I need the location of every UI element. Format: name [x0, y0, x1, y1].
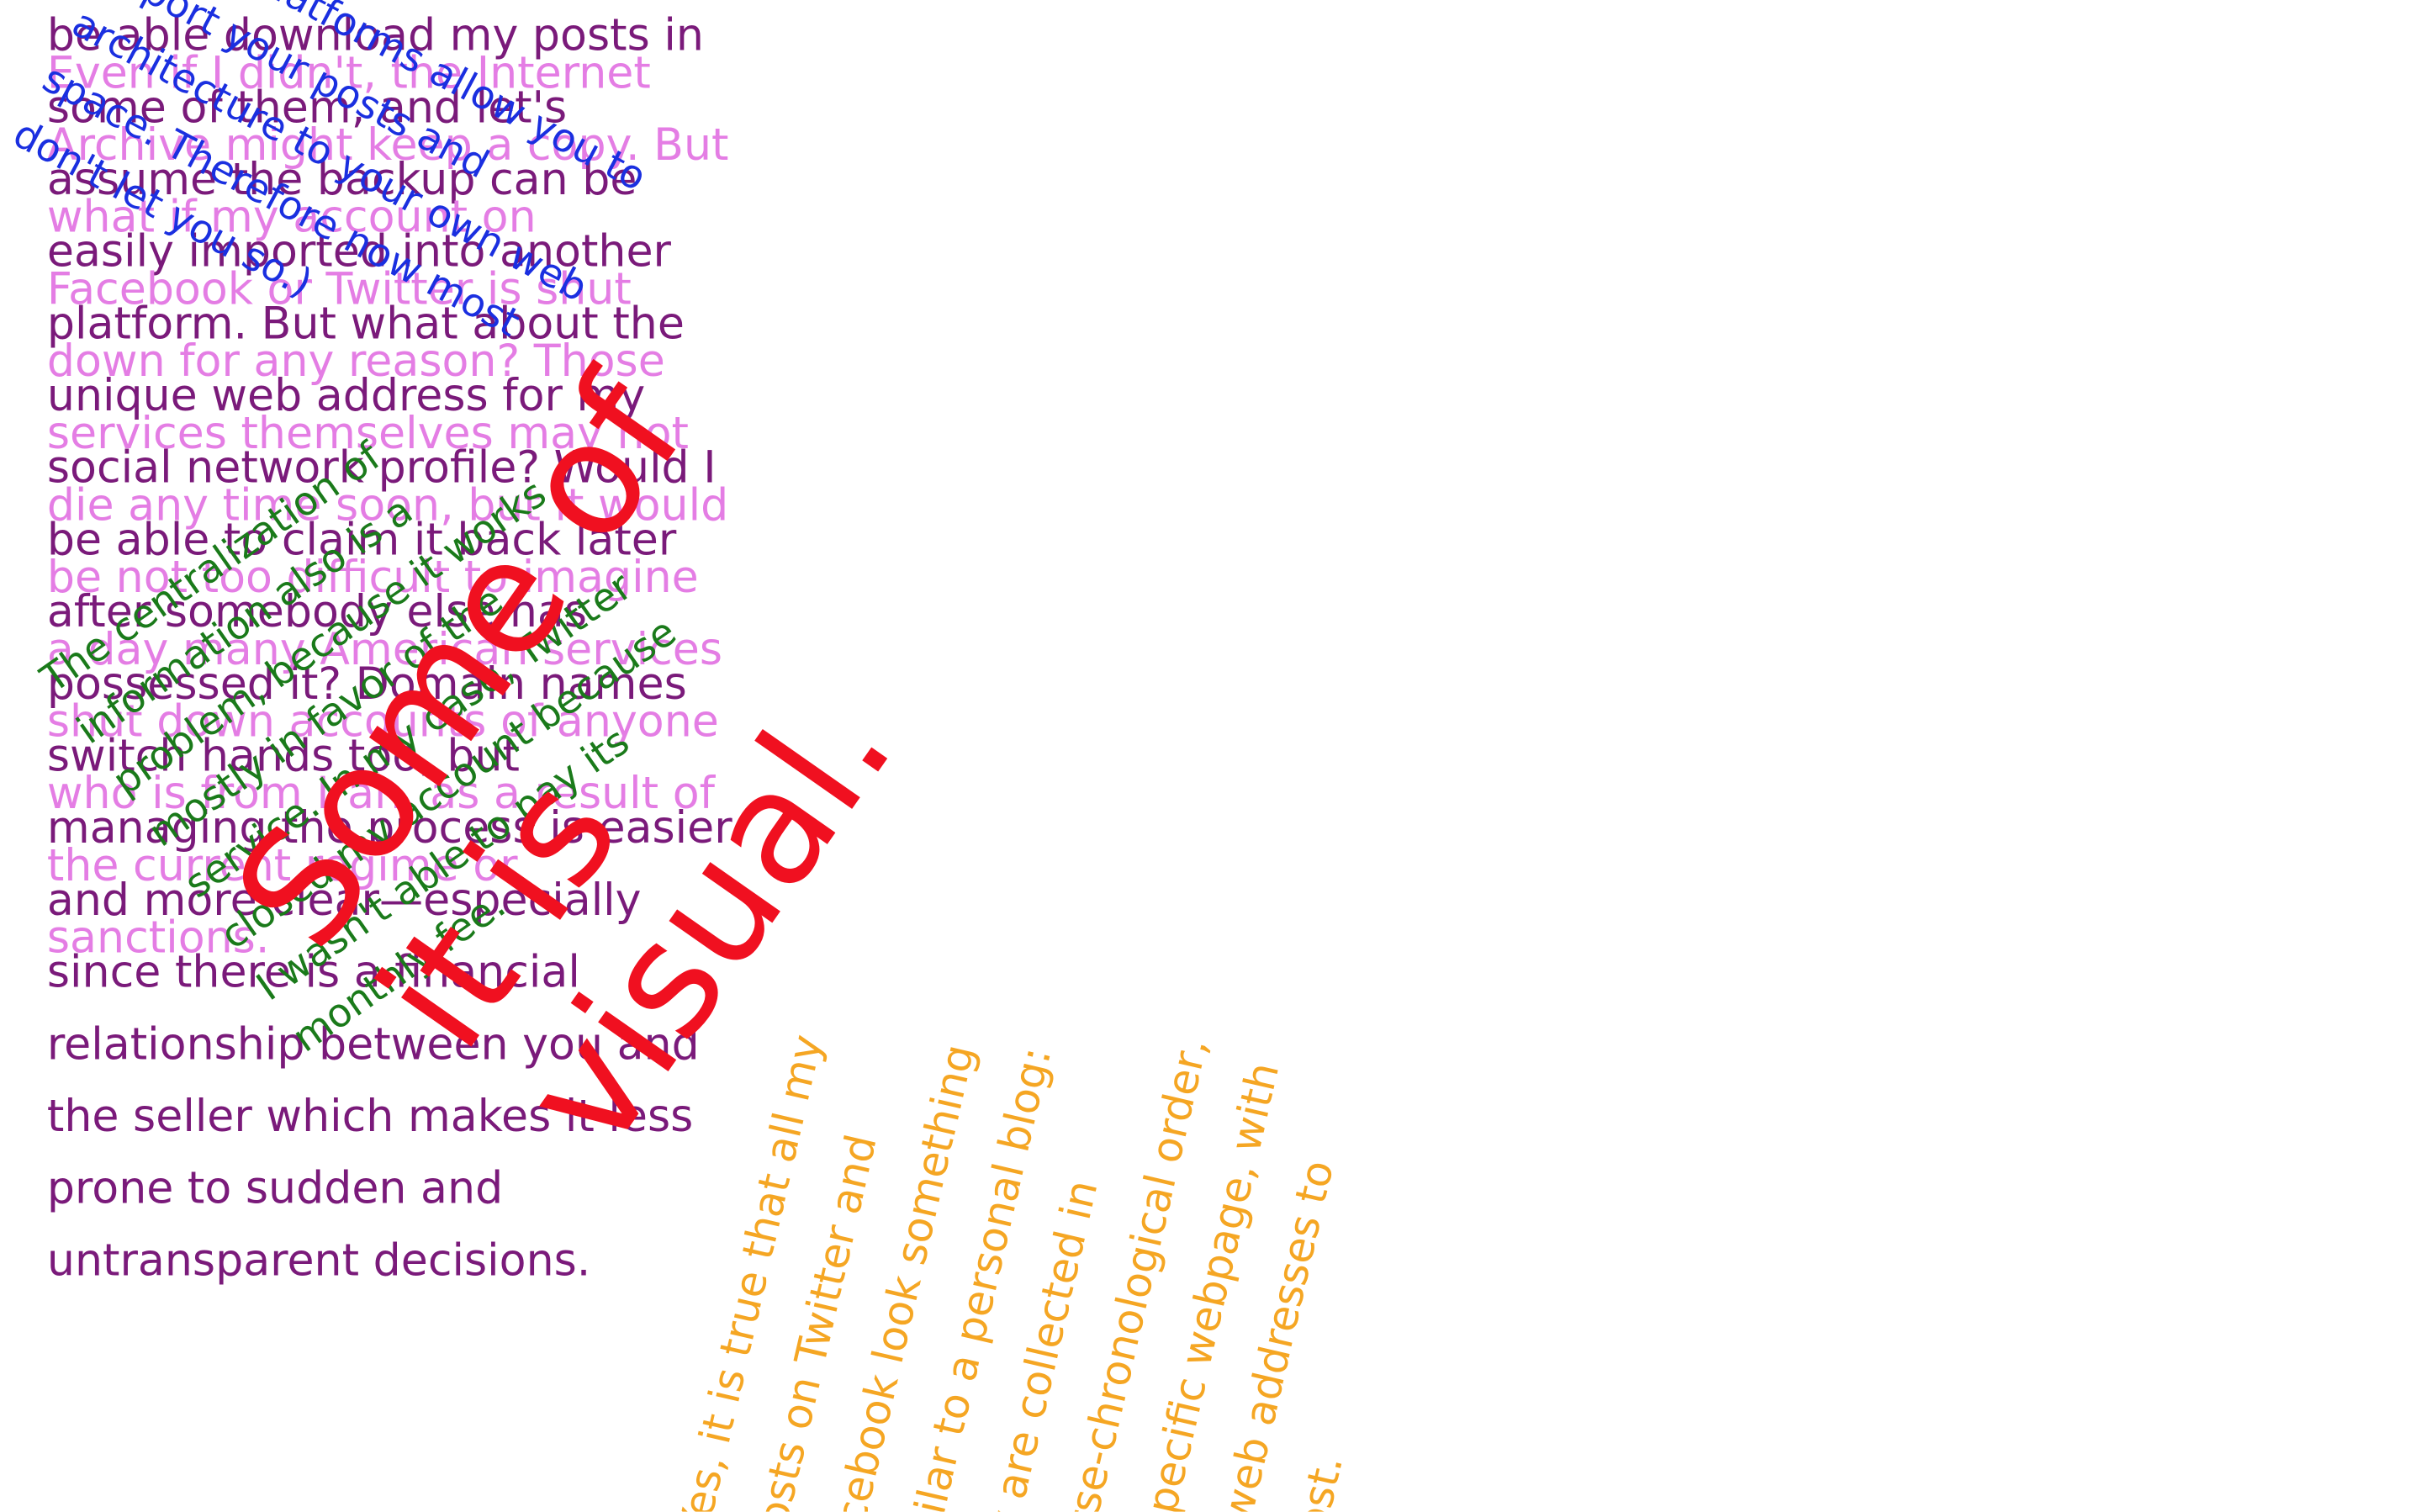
pink-paragraph: Even if I didn't, the Internet Archive m… [46, 46, 729, 964]
orange-paragraph: Yes, it is true that all my posts on Twi… [669, 1030, 1354, 1512]
purple-paragraph: be able download my posts in some of the… [46, 9, 732, 1287]
